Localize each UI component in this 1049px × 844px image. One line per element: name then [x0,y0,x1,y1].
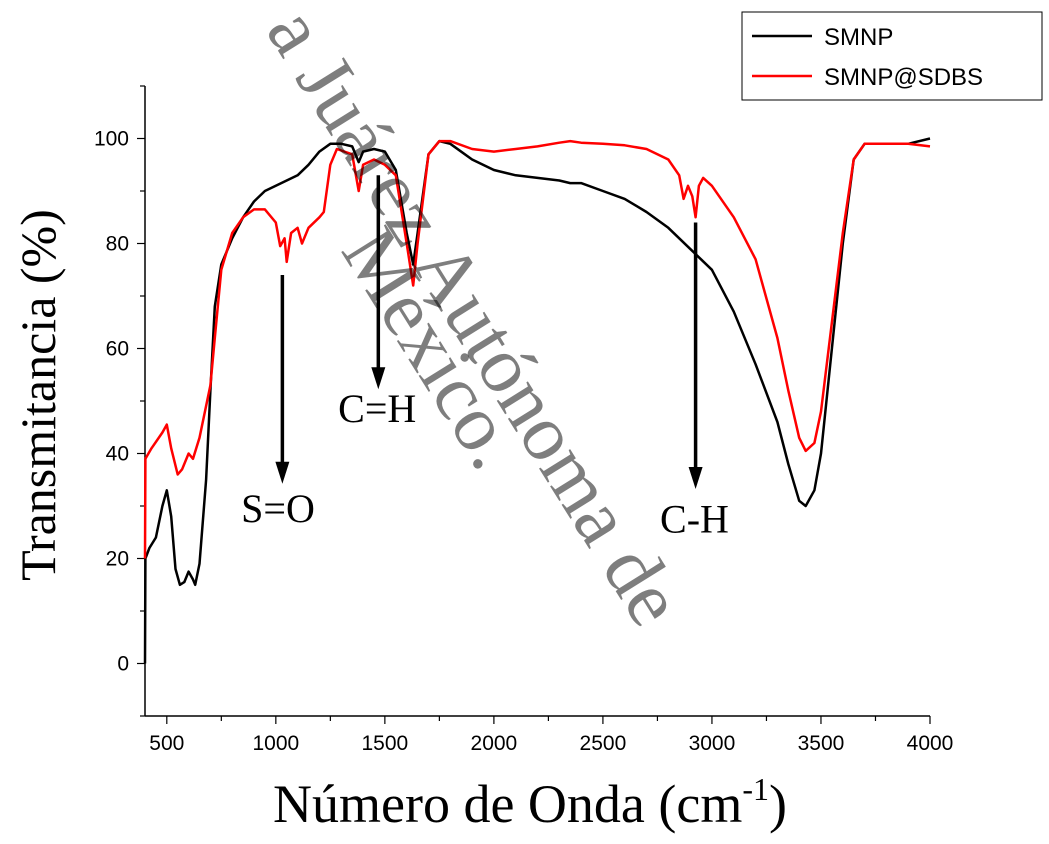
x-axis-title-suffix: ) [769,774,787,834]
annotation-arrowhead [371,367,386,390]
annotation-layer: S=O C=H C-H [241,175,729,541]
y-tick-label: 0 [117,653,129,676]
x-tick-label: 1500 [362,732,409,755]
y-tick-label: 60 [106,338,129,361]
y-tick-label: 40 [106,443,129,466]
annotation-label: S=O [241,486,315,531]
watermark: a Juárez Autónoma de México. [250,0,700,640]
legend-label: SMNP@SDBS [824,64,983,91]
watermark-line-1: a Juárez Autónoma de [250,0,700,640]
x-axis-title-main: Número de Onda (cm [273,774,742,834]
x-axis-title-superscript: -1 [742,771,769,807]
y-tick-label: 100 [94,128,129,151]
x-tick-label: 2000 [471,732,518,755]
y-tick-label: 20 [106,548,129,571]
series-line-smnp-sdbs [143,139,931,559]
annotation-label: C=H [338,386,416,431]
x-tick-label: 2500 [580,732,627,755]
legend-box [741,11,1043,101]
annotation-arrowhead [275,461,290,484]
y-axis-title: Transmitancia (%) [10,209,66,581]
series-layer [143,137,931,664]
x-tick-label: 3000 [689,732,736,755]
legend: SMNP SMNP@SDBS [741,11,1043,101]
annotation-arrowhead [688,467,703,489]
x-axis-title: Número de Onda (cm-1) [273,771,787,834]
y-tick-label: 80 [106,233,129,256]
axes: 500 1000 1500 2000 2500 3000 3500 4000 0 20 40 60 80… [94,85,954,755]
legend-label: SMNP [824,24,893,51]
series-line-smnp [143,137,931,664]
x-tick-label: 3500 [798,732,845,755]
x-tick-label: 500 [149,732,184,755]
x-tick-label: 1000 [252,732,299,755]
annotation-label: C-H [660,496,729,541]
x-tick-label: 4000 [907,732,954,755]
